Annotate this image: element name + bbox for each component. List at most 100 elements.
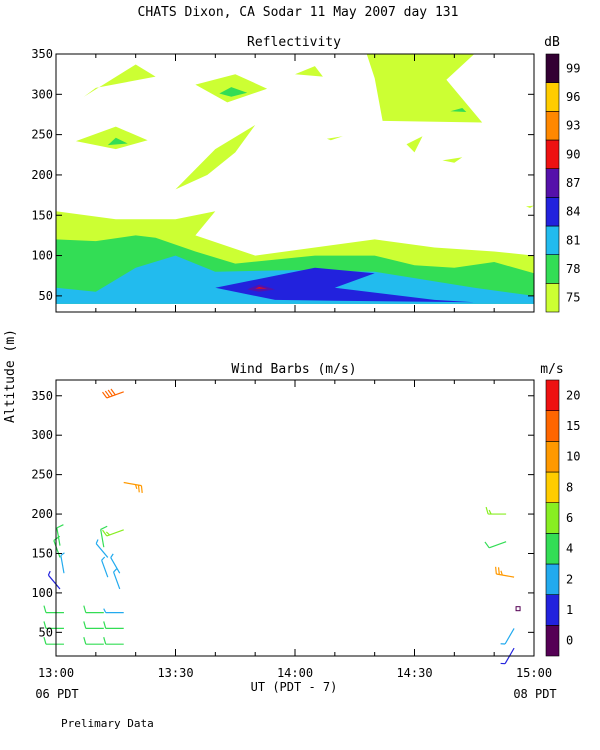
x-tick-label: 15:00: [516, 666, 552, 680]
wind-barb: [102, 388, 124, 399]
wind-barb-feather: [101, 556, 106, 561]
wind-barb-feather: [56, 524, 64, 529]
wind-barb-shaft: [47, 574, 61, 590]
reflectivity-contour-84: [215, 267, 475, 303]
wind-barbs-ytick-label: 250: [31, 468, 53, 482]
reflectivity-colorbar-unit: dB: [544, 35, 560, 50]
wind-barb-shaft: [100, 529, 105, 548]
reflectivity-colorbar-label: 99: [566, 61, 580, 75]
wind-barb-feather: [113, 568, 118, 573]
wind-barb-feather: [497, 567, 500, 575]
wind-barb: [102, 529, 124, 537]
wind-barbs-ytick-label: 150: [31, 546, 53, 560]
reflectivity-colorbar-swatch: [545, 111, 560, 141]
wind-barb: [83, 621, 104, 630]
wind-barb-feather: [60, 552, 65, 556]
reflectivity-colorbar-swatch: [545, 225, 560, 255]
wind-barbs-colorbar-swatch: [545, 471, 560, 503]
date-right-label: 08 PDT: [513, 687, 556, 701]
reflectivity-colorbar-label: 78: [566, 262, 580, 276]
x-tick-labels: 13:00 13:30 14:00 14:30 15:00: [38, 666, 552, 680]
wind-barb: [43, 621, 64, 630]
reflectivity-contour-75: [326, 136, 343, 141]
x-axis-label: UT (PDT - 7): [251, 680, 338, 694]
y-axis-label: Altitude (m): [3, 329, 18, 423]
date-left-label: 06 PDT: [35, 687, 78, 701]
wind-barb-feather: [484, 541, 490, 549]
reflectivity-colorbar-label: 93: [566, 119, 580, 133]
wind-barb-feather: [103, 608, 107, 613]
wind-barb-shaft: [488, 541, 507, 549]
wind-barb-shaft: [504, 628, 515, 645]
wind-barb: [83, 605, 104, 614]
wind-barb: [103, 637, 124, 645]
wind-barb-feather: [110, 553, 114, 558]
reflectivity-contour-75: [75, 126, 148, 150]
wind-barbs-colorbar-label: 2: [566, 572, 573, 586]
reflectivity-contour-75: [295, 66, 323, 77]
wind-barb: [123, 481, 143, 493]
reflectivity-colorbar-swatch: [545, 197, 560, 227]
wind-barbs-ytick-label: 50: [39, 625, 53, 639]
wind-barb-calm: [515, 606, 521, 612]
wind-barb-feather: [83, 637, 87, 645]
wind-barb-feather: [95, 539, 99, 544]
reflectivity-title: Reflectivity: [247, 35, 341, 50]
wind-barb-feather: [47, 570, 51, 576]
wind-barb: [43, 605, 64, 614]
wind-barb-feather: [488, 509, 492, 515]
wind-barb-feather: [83, 621, 87, 629]
wind-barb-feather: [43, 621, 47, 629]
wind-barb-feather: [100, 525, 108, 530]
wind-barbs-ytick-label: 350: [31, 389, 53, 403]
reflectivity-plot-area: [56, 54, 534, 304]
wind-barb-feather: [103, 621, 107, 629]
wind-barbs-colorbar-label: 8: [566, 480, 573, 494]
wind-barbs-panel: Wind Barbs (m/s) 50 100 150 200 250 300 350 0 1…: [31, 362, 580, 665]
wind-barb: [95, 539, 109, 558]
wind-barb-feather: [105, 531, 111, 536]
wind-barbs-colorbar-label: 6: [566, 511, 573, 525]
wind-barbs-colorbar-swatch: [545, 563, 560, 595]
reflectivity-colorbar-swatch: [545, 168, 560, 198]
reflectivity-ytick-label: 250: [31, 128, 53, 142]
wind-barbs-colorbar-label: 0: [566, 634, 573, 648]
reflectivity-colorbar-swatch: [545, 283, 560, 313]
wind-barb-feather: [107, 389, 113, 397]
wind-barb: [43, 637, 64, 645]
wind-barbs-colorbar-label: 1: [566, 603, 573, 617]
reflectivity-colorbar-swatch: [545, 82, 560, 112]
wind-barb-shaft: [95, 543, 109, 558]
wind-barb-shaft: [53, 540, 61, 558]
wind-barb-feather: [103, 637, 107, 645]
wind-barbs-colorbar-swatch: [545, 625, 560, 657]
wind-barbs-colorbar-swatch: [545, 441, 560, 473]
wind-barb: [113, 568, 121, 590]
wind-barb: [100, 525, 108, 548]
wind-barb: [60, 552, 65, 574]
reflectivity-ytick-label: 350: [31, 47, 53, 61]
reflectivity-contour-78: [450, 108, 467, 112]
wind-barb: [47, 570, 61, 590]
reflectivity-contour-90: [255, 287, 268, 289]
reflectivity-contour-75: [526, 205, 534, 208]
wind-barb: [485, 506, 507, 515]
wind-barb-feather: [83, 605, 87, 613]
wind-barb: [101, 556, 109, 578]
reflectivity-contour-78: [107, 137, 128, 146]
wind-barbs-axes: 50 100 150 200 250 300 350: [31, 379, 535, 657]
wind-barbs-frame: [55, 379, 535, 657]
wind-barb-feather: [140, 485, 143, 493]
wind-barbs-colorbar-label: 10: [566, 450, 580, 464]
wind-barbs-ytick-label: 300: [31, 428, 53, 442]
reflectivity-colorbar: 75 78 81 84 87 90 93 96 99: [545, 53, 580, 313]
reflectivity-contour-78: [219, 87, 248, 97]
reflectivity-panel: Reflectivity 50 100 150 200 250 300 350 75 78 81…: [31, 35, 580, 313]
reflectivity-contour-75: [175, 125, 256, 190]
reflectivity-colorbar-label: 75: [566, 291, 580, 305]
reflectivity-contour-75: [406, 136, 423, 153]
wind-barb-shaft: [101, 560, 109, 578]
wind-barb: [103, 621, 124, 630]
reflectivity-colorbar-label: 87: [566, 176, 580, 190]
reflectivity-colorbar-label: 96: [566, 90, 580, 104]
